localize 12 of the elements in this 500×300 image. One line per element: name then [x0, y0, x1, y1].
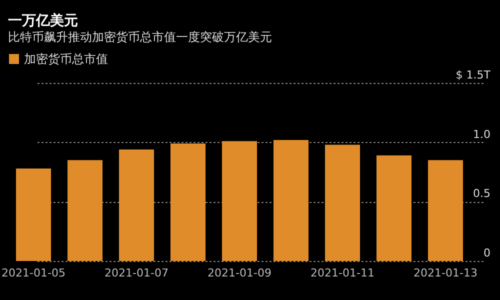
- x-tick-label: 2021-01-05: [2, 266, 66, 280]
- x-tick-label: 2021-01-07: [104, 266, 168, 280]
- legend-label: 加密货币总市值: [24, 52, 108, 66]
- y-tick-label: 0: [484, 246, 490, 260]
- y-tick-label: 1.0: [473, 128, 490, 141]
- x-tick-label: 2021-01-13: [414, 266, 478, 280]
- x-tick-label: 2021-01-09: [208, 266, 272, 280]
- x-tick-label: 2021-01-11: [310, 266, 374, 280]
- chart-title: 一万亿美元: [8, 12, 78, 29]
- y-tick-label: 0.5: [473, 187, 490, 200]
- chart-subtitle: 比特币飙升推动加密货币总市值一度突破万亿美元: [8, 30, 272, 44]
- y-tick-label: $ 1.5T: [456, 68, 491, 82]
